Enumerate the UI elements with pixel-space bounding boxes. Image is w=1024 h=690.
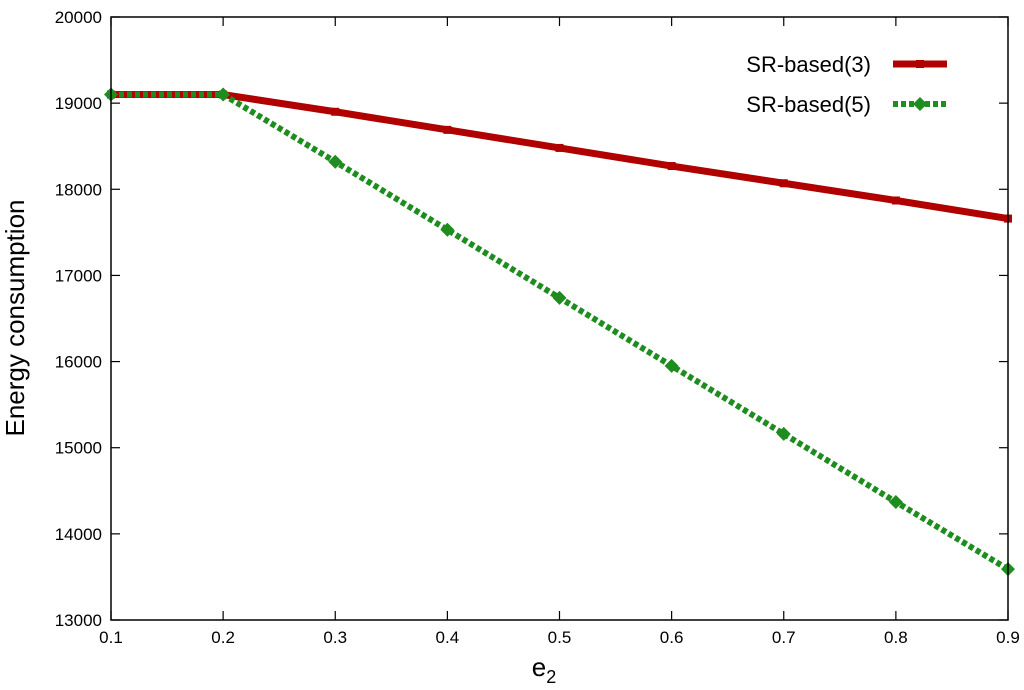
- series-2-point: [776, 426, 791, 441]
- x-tick-label: 0.6: [660, 628, 684, 647]
- y-tick-label: 14000: [55, 525, 102, 544]
- x-tick-label: 0.8: [884, 628, 908, 647]
- x-tick-label: 0.3: [323, 628, 347, 647]
- series-2-point: [328, 154, 343, 169]
- series-line-2: [111, 91, 1010, 572]
- x-axis-title-main: e: [532, 652, 546, 682]
- series-1-point: [891, 196, 900, 205]
- x-tick-label: 0.2: [211, 628, 235, 647]
- x-tick-label: 0.4: [436, 628, 460, 647]
- y-tick-label: 18000: [55, 180, 102, 199]
- x-axis-title: e2: [532, 652, 556, 687]
- x-tick-label: 0.9: [996, 628, 1020, 647]
- y-tick-label: 16000: [55, 353, 102, 372]
- legend-label-1: SR-based(3): [746, 52, 871, 77]
- legend-marker-2: [913, 97, 927, 111]
- legend-marker-1: [916, 60, 924, 68]
- y-axis-title: Energy consumption: [0, 199, 30, 436]
- y-tick-label: 20000: [55, 8, 102, 27]
- series-1-point: [667, 162, 676, 171]
- y-tick-label: 19000: [55, 94, 102, 113]
- series-2-point: [440, 222, 455, 237]
- series-2-point: [664, 358, 679, 373]
- series-2-point: [888, 494, 903, 509]
- y-tick-label: 15000: [55, 439, 102, 458]
- y-tick-label: 17000: [55, 266, 102, 285]
- x-tick-label: 0.5: [548, 628, 572, 647]
- y-tick-label: 13000: [55, 611, 102, 630]
- x-axis-title-subscript: 2: [546, 667, 556, 687]
- series-1-point: [443, 125, 452, 134]
- x-tick-label: 0.7: [772, 628, 796, 647]
- legend: SR-based(3) SR-based(5): [746, 52, 947, 117]
- series-1-point: [779, 179, 788, 188]
- x-tick-label: 0.1: [99, 628, 123, 647]
- series-2-point: [216, 87, 231, 102]
- series-1-point: [555, 143, 564, 152]
- legend-label-2: SR-based(5): [746, 92, 871, 117]
- series-line-1: [111, 91, 1009, 223]
- series-2-point: [552, 290, 567, 305]
- series-1-point: [331, 107, 340, 116]
